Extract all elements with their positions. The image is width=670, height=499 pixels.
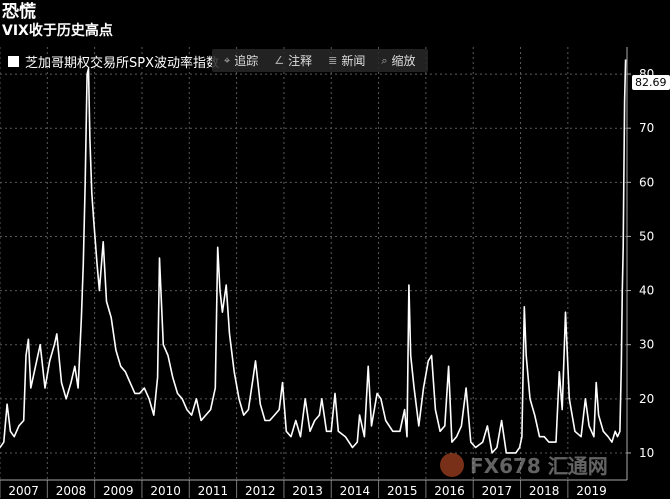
- x-tick-label: 2007: [8, 484, 39, 498]
- annotate-icon: ∠: [274, 54, 285, 67]
- track-label: 追踪: [234, 54, 259, 68]
- x-tick-label: 2014: [340, 484, 371, 498]
- x-tick-label: 2012: [245, 484, 276, 498]
- y-axis-ticks: 1020304050607080: [627, 67, 654, 460]
- x-tick-label: 2015: [387, 484, 418, 498]
- vix-series-line: [0, 59, 627, 454]
- news-icon: ≣: [328, 54, 338, 67]
- legend[interactable]: 芝加哥期权交易所SPX波动率指数: [8, 52, 219, 71]
- y-tick-label: 60: [639, 175, 654, 189]
- annotate-button[interactable]: ∠ 注释: [268, 51, 318, 70]
- legend-swatch: [8, 56, 19, 67]
- y-tick-label: 20: [639, 392, 654, 406]
- chart-grid: [0, 47, 627, 480]
- last-value-badge: 82.69: [632, 75, 670, 90]
- news-label: 新闻: [341, 54, 366, 68]
- y-tick-label: 10: [639, 446, 654, 460]
- zoom-label: 缩放: [391, 54, 416, 68]
- watermark-logo-icon: [440, 452, 464, 477]
- track-icon: ⌖: [224, 53, 231, 67]
- watermark: FX678 汇通网: [440, 450, 608, 479]
- x-tick-label: 2017: [482, 484, 513, 498]
- chart-subtitle: VIX收于历史高点: [2, 23, 113, 39]
- watermark-text: FX678 汇通网: [470, 454, 608, 478]
- zoom-button[interactable]: ⌕ 缩放: [375, 51, 421, 70]
- x-tick-label: 2018: [529, 484, 560, 498]
- x-tick-label: 2013: [292, 484, 323, 498]
- x-tick-label: 2016: [434, 484, 465, 498]
- chart-title: 恐慌: [2, 2, 36, 22]
- x-tick-label: 2011: [198, 484, 229, 498]
- x-tick-label: 2010: [150, 484, 181, 498]
- annotate-label: 注释: [288, 54, 313, 68]
- zoom-icon: ⌕: [381, 53, 388, 67]
- legend-label: 芝加哥期权交易所SPX波动率指数: [25, 56, 219, 71]
- y-tick-label: 70: [639, 121, 654, 135]
- news-button[interactable]: ≣ 新闻: [322, 51, 371, 70]
- x-tick-label: 2008: [56, 484, 87, 498]
- x-tick-label: 2009: [103, 484, 134, 498]
- y-tick-label: 50: [639, 229, 654, 243]
- x-tick-label: 2019: [576, 484, 607, 498]
- y-tick-label: 30: [639, 338, 654, 352]
- chart-toolbar: ⌖ 追踪 ∠ 注释 ≣ 新闻 ⌕ 缩放: [212, 49, 428, 72]
- y-tick-label: 40: [639, 284, 654, 298]
- x-axis-ticks: 2007 2008 2009 2010 2011 2012 2013 2014 2015 2016…: [0, 480, 607, 498]
- track-button[interactable]: ⌖ 追踪: [218, 51, 264, 70]
